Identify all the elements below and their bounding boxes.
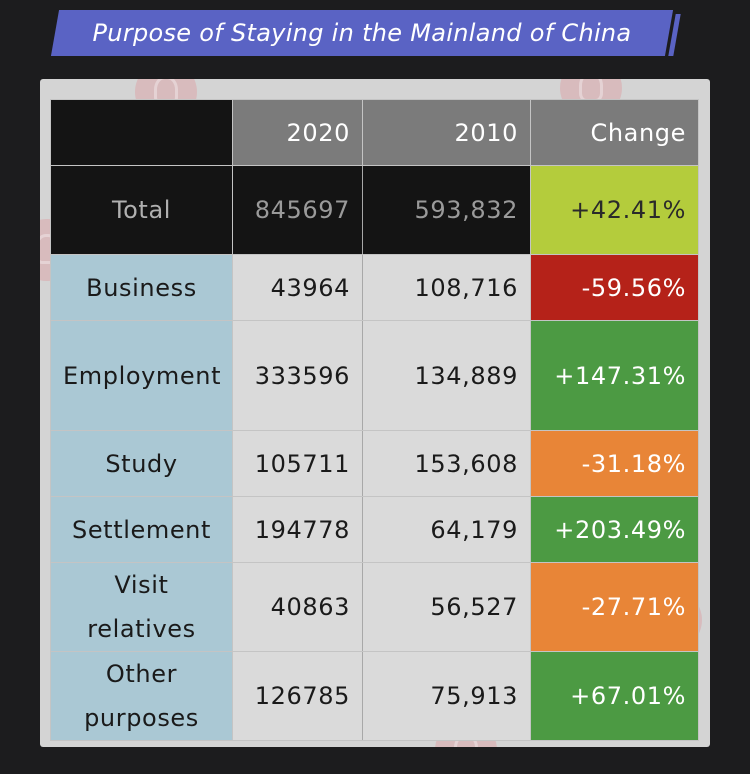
row-label: Employment bbox=[50, 320, 233, 431]
row-label: Study bbox=[50, 430, 233, 497]
table-row: Visit relatives 40863 56,527 -27.71% bbox=[50, 562, 699, 652]
header-2020: 2020 bbox=[232, 99, 363, 166]
change-value: +42.41% bbox=[530, 165, 699, 255]
table-panel: 2020 2010 Change Total 845697 593,832 +42.4… bbox=[40, 79, 710, 747]
row-label: Total bbox=[50, 165, 233, 255]
table-row: Business 43964 108,716 -59.56% bbox=[50, 254, 699, 321]
value-2020: 43964 bbox=[232, 254, 363, 321]
row-label: Other purposes bbox=[50, 651, 233, 741]
header-change: Change bbox=[530, 99, 699, 166]
value-2020: 126785 bbox=[232, 651, 363, 741]
value-2010: 108,716 bbox=[362, 254, 531, 321]
value-2020: 845697 bbox=[232, 165, 363, 255]
change-value: +203.49% bbox=[530, 496, 699, 563]
value-2010: 153,608 bbox=[362, 430, 531, 497]
table-row: Other purposes 126785 75,913 +67.01% bbox=[50, 651, 699, 741]
data-table: 2020 2010 Change Total 845697 593,832 +42.4… bbox=[50, 99, 699, 741]
value-2020: 333596 bbox=[232, 320, 363, 431]
value-2010: 75,913 bbox=[362, 651, 531, 741]
change-value: -59.56% bbox=[530, 254, 699, 321]
row-label: Settlement bbox=[50, 496, 233, 563]
change-value: -31.18% bbox=[530, 430, 699, 497]
value-2010: 56,527 bbox=[362, 562, 531, 652]
value-2010: 64,179 bbox=[362, 496, 531, 563]
table-row: Study 105711 153,608 -31.18% bbox=[50, 430, 699, 497]
table-row: Settlement 194778 64,179 +203.49% bbox=[50, 496, 699, 563]
row-label: Business bbox=[50, 254, 233, 321]
change-value: +147.31% bbox=[530, 320, 699, 431]
table-row: Employment 333596 134,889 +147.31% bbox=[50, 320, 699, 431]
value-2020: 194778 bbox=[232, 496, 363, 563]
header-row: 2020 2010 Change bbox=[50, 99, 699, 166]
change-value: +67.01% bbox=[530, 651, 699, 741]
header-2010: 2010 bbox=[362, 99, 531, 166]
value-2020: 40863 bbox=[232, 562, 363, 652]
value-2020: 105711 bbox=[232, 430, 363, 497]
table-row: Total 845697 593,832 +42.41% bbox=[50, 165, 699, 255]
page-title: Purpose of Staying in the Mainland of Ch… bbox=[92, 19, 632, 47]
value-2010: 593,832 bbox=[362, 165, 531, 255]
header-corner bbox=[50, 99, 233, 166]
table-body: Total 845697 593,832 +42.41% Business 43964 10… bbox=[50, 165, 699, 741]
value-2010: 134,889 bbox=[362, 320, 531, 431]
change-value: -27.71% bbox=[530, 562, 699, 652]
row-label: Visit relatives bbox=[50, 562, 233, 652]
